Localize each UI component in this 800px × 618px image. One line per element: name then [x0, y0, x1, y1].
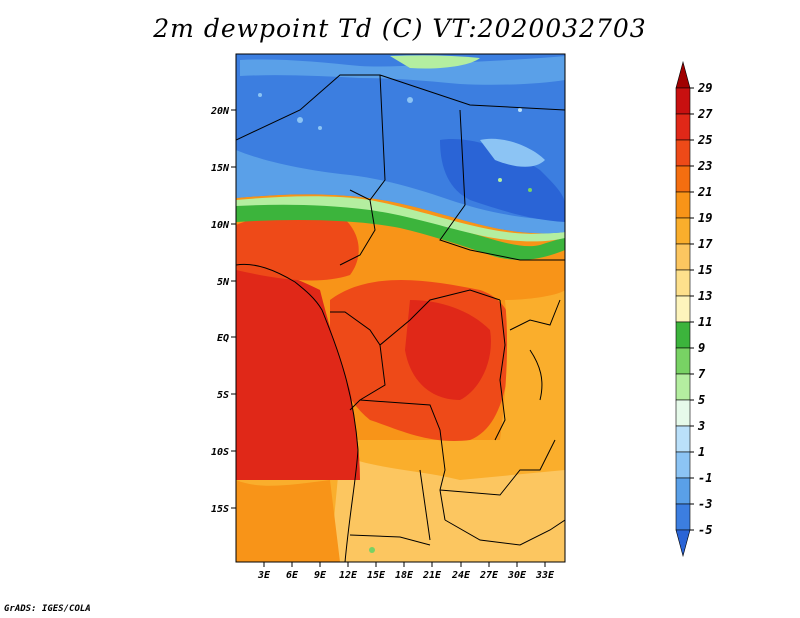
lon-label: 15E [367, 570, 386, 581]
lon-label: 21E [422, 570, 442, 581]
lon-label: 30E [507, 570, 527, 581]
lat-label: 10N [211, 220, 230, 231]
lon-label: 3E [257, 570, 271, 581]
lon-label: 12E [339, 570, 358, 581]
colorbar-bin [675, 217, 691, 245]
colorbar-bin [675, 269, 691, 297]
country-borders [236, 74, 565, 562]
lat-label: 10S [211, 447, 229, 458]
longitude-axis: 3E 6E 9E 12E 15E 18E 21E 24E 27E 30E 33E [257, 562, 555, 581]
lon-label: 18E [395, 570, 414, 581]
colorbar-label: 27 [697, 107, 713, 121]
colorbar-label: 23 [697, 159, 712, 173]
map-title: 2m dewpoint Td (C) VT:2020032703 [153, 14, 647, 43]
lon-label: 33E [535, 570, 555, 581]
lat-label: 5S [217, 390, 229, 401]
colorbar-label: 21 [697, 185, 712, 199]
lat-label: 20N [210, 106, 230, 117]
lon-label: 6E [286, 570, 299, 581]
colorbar-label: 9 [698, 341, 705, 355]
colorbar-bin [675, 399, 691, 427]
colorbar-label: 25 [697, 133, 712, 147]
grads-credit: GrADS: IGES/COLA [4, 604, 91, 614]
colorbar-label: -1 [698, 471, 712, 485]
colorbar-label: -3 [698, 497, 712, 511]
colorbar-bin [675, 243, 691, 271]
lat-label: 15N [211, 163, 230, 174]
latitude-axis: 20N 15N 10N 5N EQ 5S 10S 15S [210, 106, 236, 515]
colorbar-label: 1 [698, 445, 705, 459]
colorbar-bin [675, 295, 691, 323]
lon-label: 9E [314, 570, 327, 581]
map-frame [235, 53, 566, 563]
lon-label: 27E [479, 570, 499, 581]
colorbar-label: -5 [698, 523, 712, 537]
colorbar-label: 3 [697, 419, 705, 433]
colorbar-bin [675, 139, 691, 167]
colorbar-bin [675, 191, 691, 219]
colorbar-label: 29 [697, 81, 712, 95]
colorbar-bin [675, 321, 691, 349]
dewpoint-field [236, 54, 565, 562]
colorbar-label: 19 [698, 211, 712, 225]
lat-label: 5N [217, 277, 230, 288]
colorbar-label: 7 [698, 367, 706, 381]
lat-label: 15S [211, 504, 229, 515]
colorbar-bin [675, 425, 691, 453]
lon-label: 24E [451, 570, 471, 581]
colorbar: 29 27 25 23 21 19 17 15 13 11 9 7 5 3 1 -1 -3 -5 [675, 60, 713, 558]
colorbar-label: 11 [698, 315, 712, 329]
colorbar-label: 13 [698, 289, 712, 303]
colorbar-label: 17 [698, 237, 713, 251]
colorbar-bin [675, 477, 691, 505]
lat-label: EQ [217, 333, 229, 344]
colorbar-bin [675, 165, 691, 193]
colorbar-label: 5 [698, 393, 705, 407]
colorbar-label: 15 [698, 263, 712, 277]
colorbar-bin [675, 113, 691, 141]
colorbar-bin [675, 87, 691, 115]
colorbar-bin [675, 503, 691, 531]
colorbar-bin [675, 451, 691, 479]
colorbar-top-arrow [675, 60, 691, 89]
colorbar-bin [675, 373, 691, 401]
colorbar-bin [675, 347, 691, 375]
colorbar-bottom-arrow [675, 529, 691, 558]
